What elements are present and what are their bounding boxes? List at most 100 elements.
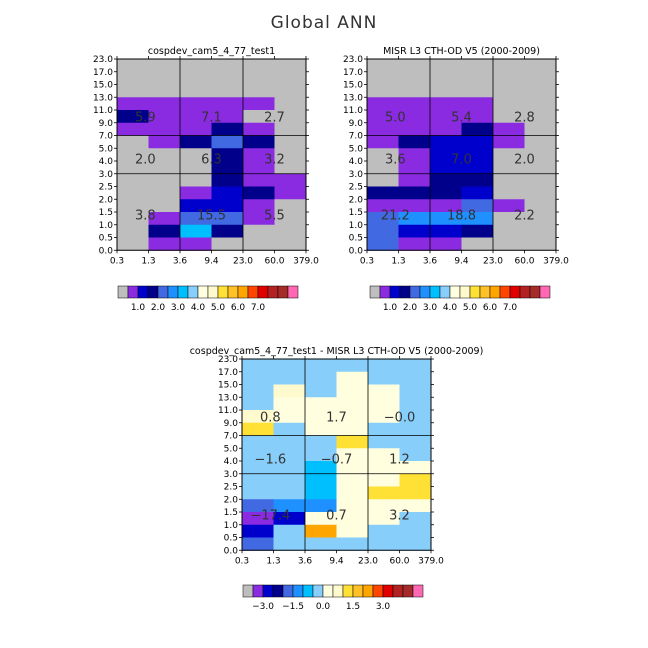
heatmap-cell [398,148,431,162]
heatmap-cell [399,499,432,513]
heatmap-cell [336,384,369,398]
x-tick-label: 9.4 [204,256,219,266]
heatmap-cell [398,173,431,187]
data-label: 5.4 [451,110,472,125]
colorbar-swatch [519,285,531,299]
heatmap-cell [273,435,306,449]
data-label: 0.7 [326,509,347,524]
y-tick-label: 0.0 [99,246,114,256]
colorbar-label: 7.0 [503,303,518,313]
heatmap-cell [524,84,557,98]
heatmap-cell [180,148,212,162]
colorbar-label: 6.0 [231,303,246,313]
heatmap-cell [430,148,462,162]
heatmap-cell [367,97,399,111]
heatmap-cell [180,97,212,111]
colorbar-swatch [369,285,381,299]
data-label: 7.1 [201,110,222,125]
heatmap-cell [211,224,244,238]
heatmap-cell [273,371,306,385]
heatmap-cell [117,71,149,85]
heatmap-cell [430,186,462,200]
heatmap-cell [243,212,275,226]
colorbar-swatch [127,285,139,299]
colorbar-label: 1.0 [383,303,398,313]
heatmap-cell [399,524,432,538]
heatmap-cell [430,224,462,238]
heatmap-cell [273,524,306,538]
data-label: 18.8 [447,209,476,224]
heatmap-cell [180,59,212,73]
colorbar-swatch [362,584,374,598]
x-tick-label: 23.0 [233,256,253,266]
heatmap-cell [493,186,525,200]
colorbar-swatch [439,285,451,299]
heatmap-cell [273,448,306,462]
heatmap-cell [148,161,181,175]
colorbar-label: 4.0 [443,303,458,313]
heatmap-cell [398,97,431,111]
y-tick-label: 4.0 [99,157,114,167]
heatmap-cell [430,161,462,175]
heatmap-cell [274,97,307,111]
heatmap-cell [211,71,244,85]
heatmap-cell [399,359,432,373]
heatmap-cell [430,71,462,85]
x-tick-label: 60.0 [389,556,409,566]
heatmap-cell [180,110,212,124]
heatmap-cell [336,461,369,475]
data-label: 3.2 [264,152,285,167]
heatmap-cell [305,435,337,449]
heatmap-cell [524,212,557,226]
y-tick-label: 15.0 [93,81,113,91]
heatmap-cell [243,173,275,187]
colorbar-swatch [267,285,279,299]
colorbar-swatch [252,584,264,598]
y-tick-label: 2.0 [99,195,114,205]
heatmap-cell [336,371,369,385]
heatmap-cell [305,537,337,551]
heatmap-cell [399,473,432,487]
heatmap-cell [242,461,274,475]
heatmap-cell [211,237,244,251]
heatmap-cell [399,486,432,500]
colorbar-label: 3.0 [423,303,438,313]
y-tick-label: 5.0 [99,144,114,154]
y-tick-label: 0.0 [224,546,239,556]
colorbar-swatch [187,285,199,299]
y-tick-label: 3.0 [349,170,364,180]
heatmap-cell [305,371,337,385]
heatmap-cell [399,371,432,385]
heatmap-cell [305,473,337,487]
heatmap-cell [117,186,149,200]
heatmap-cell [148,59,181,73]
data-label: 21.2 [381,209,410,224]
heatmap-cell [242,422,274,436]
heatmap-cell [368,384,400,398]
heatmap-cell [180,161,212,175]
x-tick-label: 9.4 [329,556,344,566]
heatmap-cell [368,499,400,513]
heatmap-cell [180,224,212,238]
colorbar-swatch [147,285,159,299]
heatmap-cell [524,97,557,111]
colorbar-swatch [217,285,229,299]
heatmap-cell [305,486,337,500]
heatmap-cell [336,486,369,500]
y-tick-label: 4.0 [224,457,239,467]
y-tick-label: 9.0 [349,119,364,129]
heatmap-cell [117,224,149,238]
colorbar-swatch [312,584,324,598]
heatmap-cell [211,186,244,200]
heatmap-cell [273,410,306,424]
colorbar-swatch [469,285,481,299]
y-tick-label: 0.5 [224,534,238,544]
data-label: 2.0 [514,152,535,167]
heatmap-cell [524,173,557,187]
heatmap-cell [211,97,244,111]
y-tick-label: 5.0 [349,144,364,154]
heatmap-cell [242,448,274,462]
heatmap-cell [368,473,400,487]
heatmap-cell [367,212,399,226]
